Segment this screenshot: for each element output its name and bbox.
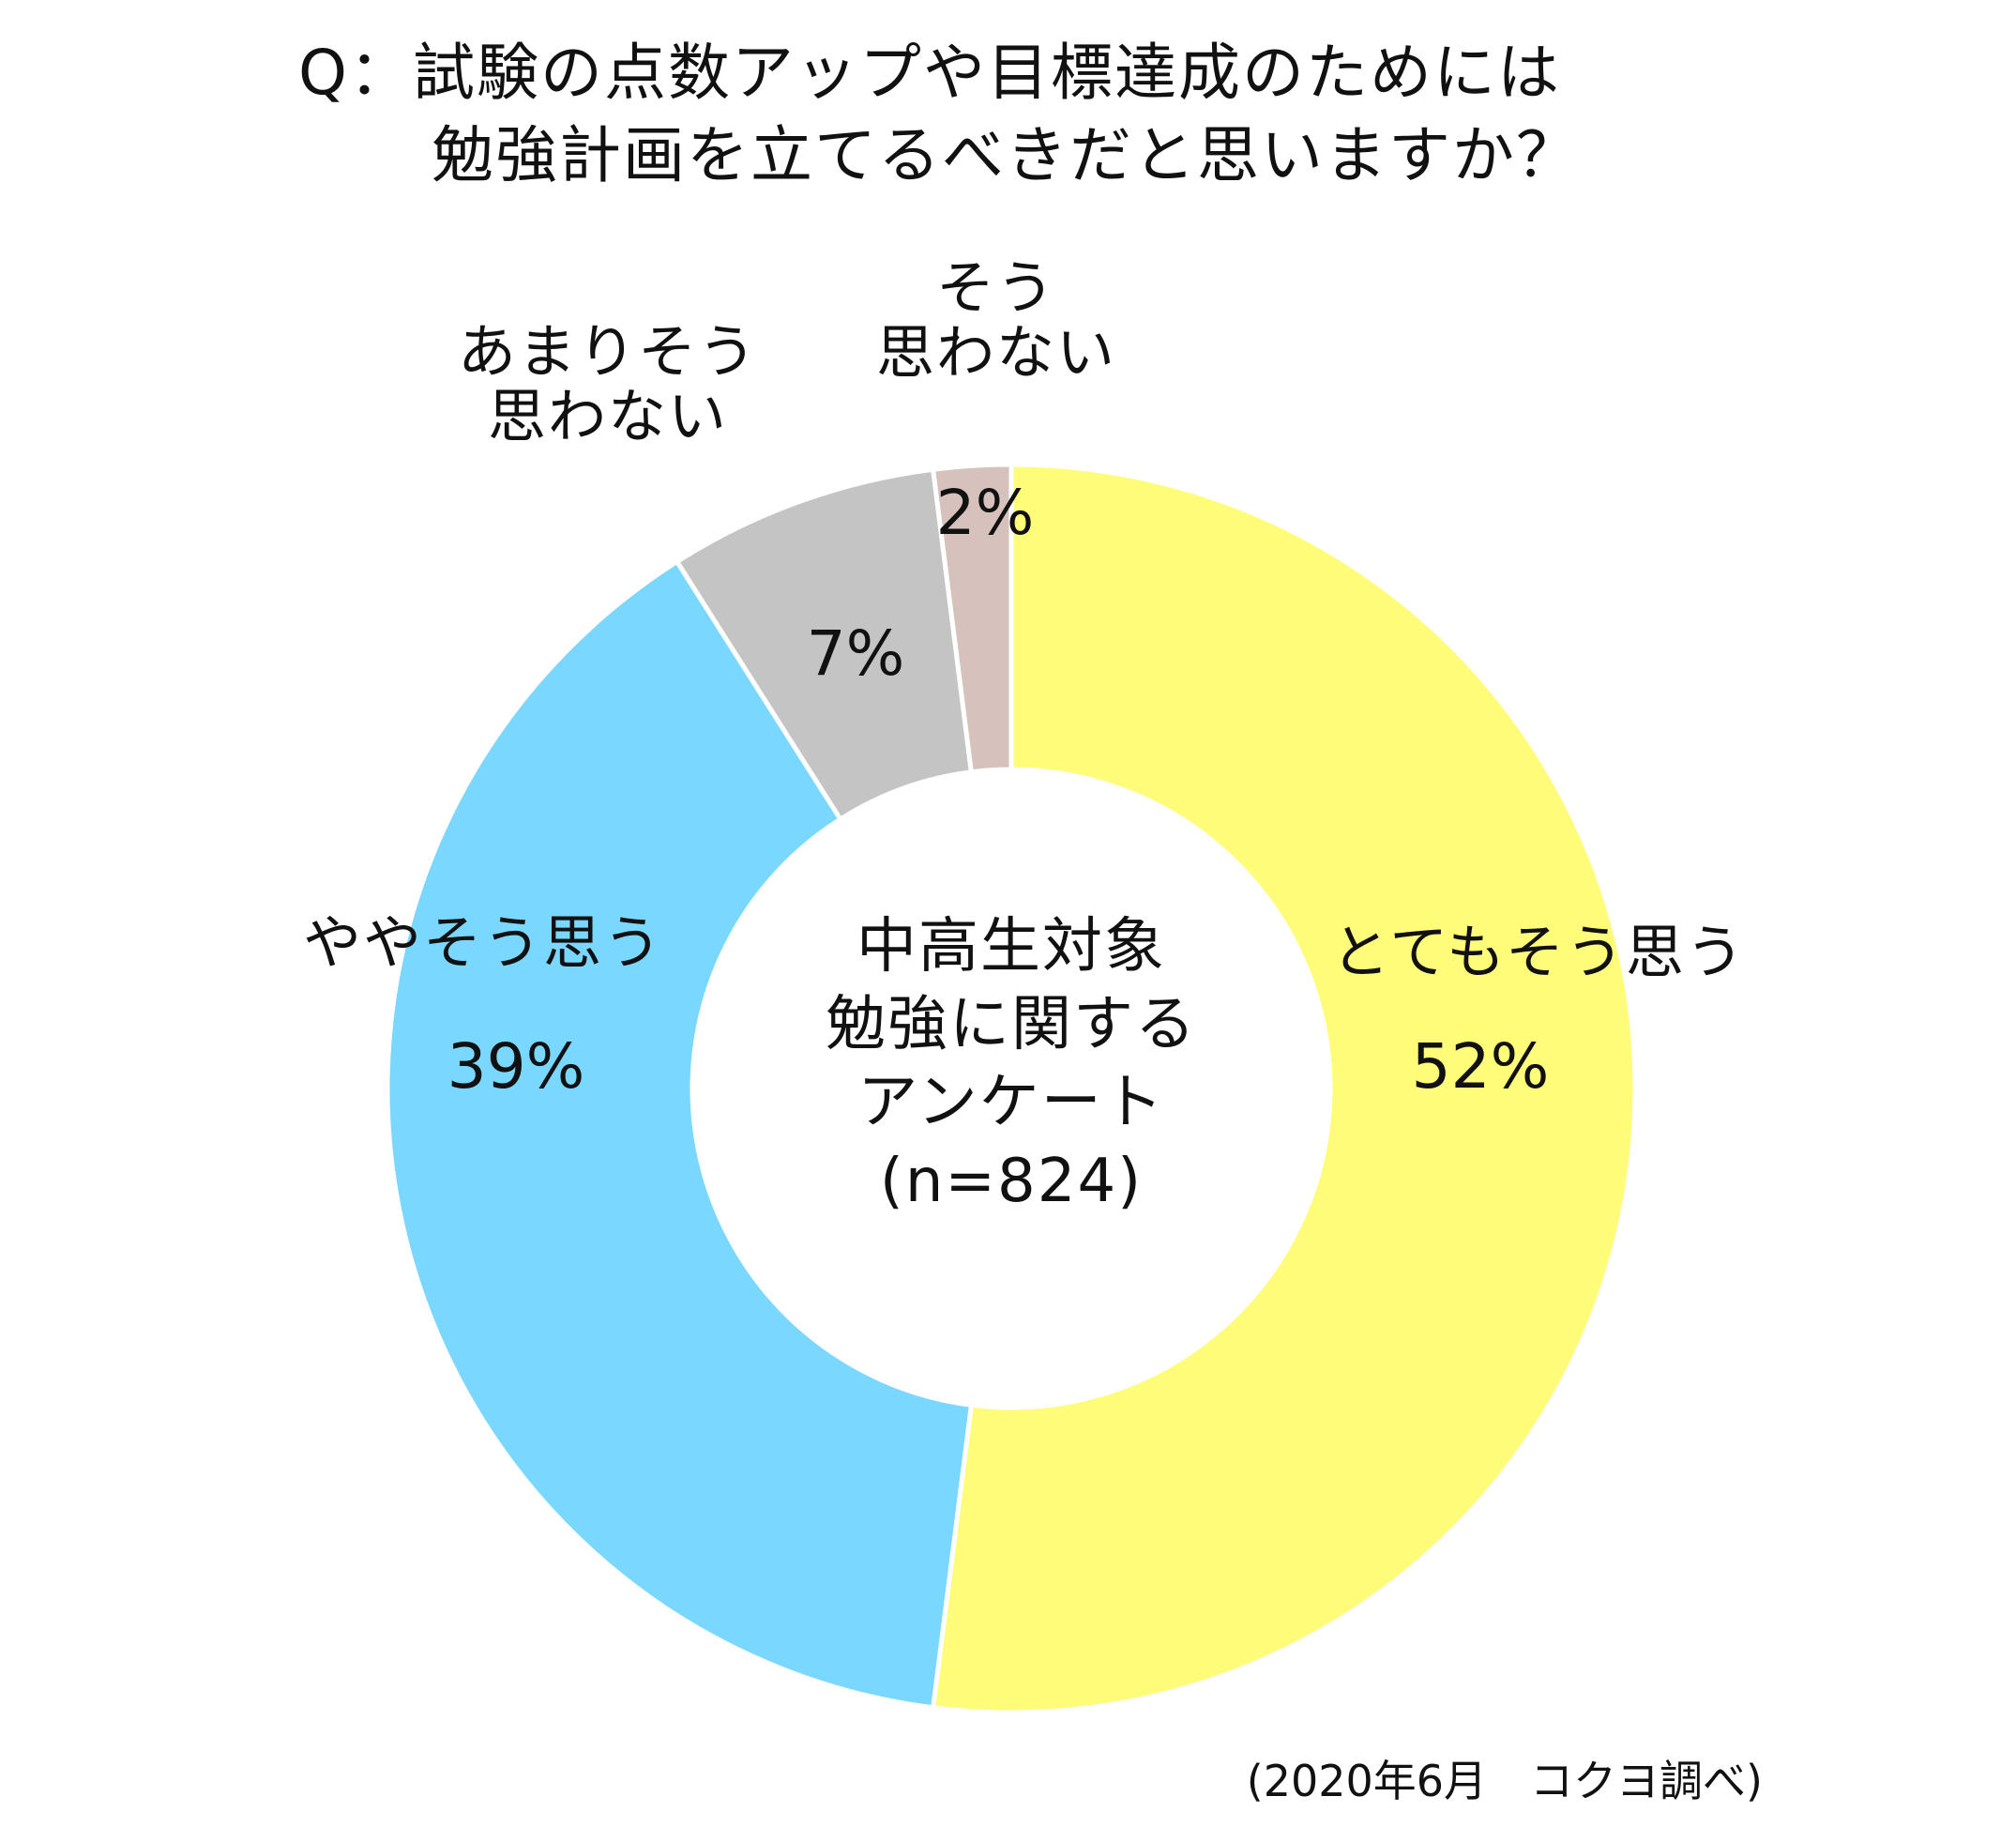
slice-label-3-line-1: あまりそう bbox=[457, 317, 759, 386]
slice-percent-4: 2% bbox=[935, 477, 1035, 549]
slice-label-3-line-2: 思わない bbox=[487, 382, 729, 451]
slice-percent-3: 7% bbox=[806, 617, 905, 690]
chart-title-line-1: Q：試験の点数アップや目標達成のためには bbox=[298, 37, 1561, 109]
center-label-line-3: アンケート bbox=[857, 1068, 1165, 1138]
source-note: (2020年6月 コクヨ調べ) bbox=[1246, 1756, 1763, 1806]
chart-title-line-2: 勉強計画を立てるべきだと思いますか？ bbox=[432, 119, 1580, 191]
donut-slice-1 bbox=[930, 462, 1638, 1715]
slice-label-1-line-1: とてもそう思う bbox=[1331, 918, 1746, 986]
slice-percent-1: 52% bbox=[1411, 1030, 1550, 1103]
donut-slice-2 bbox=[385, 558, 975, 1711]
center-label-line-2: 勉強に関する bbox=[826, 990, 1197, 1060]
center-label-line-1: 中高生対象 bbox=[856, 912, 1166, 982]
center-label: 中高生対象 勉強に関する アンケート (n=824) bbox=[826, 908, 1197, 1221]
slice-label-2: ややそう思う bbox=[302, 908, 664, 977]
slice-label-2-line-1: ややそう思う bbox=[302, 908, 664, 977]
slice-label-3: あまりそう 思わない bbox=[458, 319, 758, 449]
slice-label-4: そう 思わない bbox=[876, 255, 1116, 386]
slice-label-4-line-2: 思わない bbox=[875, 318, 1117, 388]
center-label-line-4: (n=824) bbox=[879, 1146, 1144, 1216]
donut-slice-4 bbox=[930, 462, 1014, 775]
slice-percent-2: 39% bbox=[447, 1030, 585, 1103]
slice-label-4-line-1: そう bbox=[935, 253, 1057, 322]
slice-label-1: とてもそう思う bbox=[1331, 918, 1746, 986]
